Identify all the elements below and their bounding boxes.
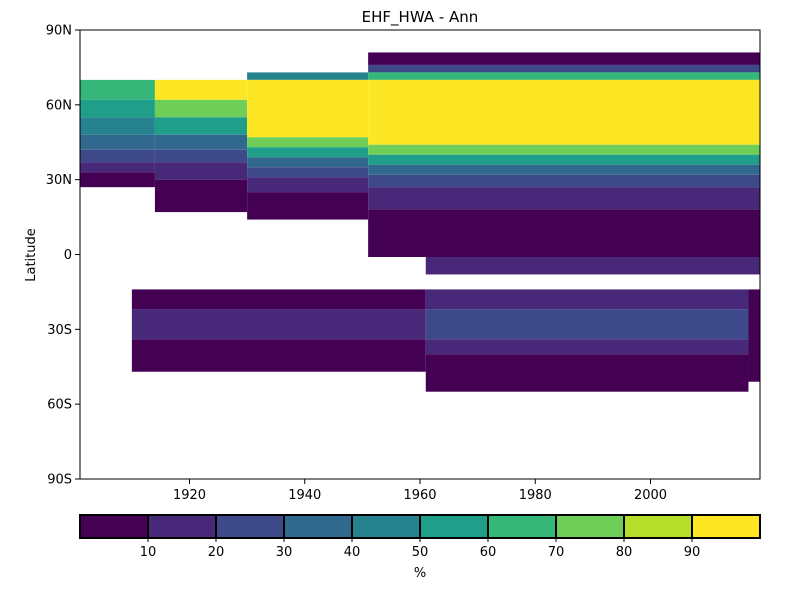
colorbar-tick-label: 60 <box>480 545 497 560</box>
colorbar-segment <box>487 514 557 539</box>
colorbar-segment <box>215 514 285 539</box>
x-tick-label: 1940 <box>288 488 321 503</box>
heatmap-cell <box>247 72 369 80</box>
colorbar-tick-label: 70 <box>548 545 565 560</box>
colorbar-segment <box>351 514 421 539</box>
heatmap-cell <box>368 52 760 65</box>
heatmap-cell <box>247 147 369 158</box>
heatmap-cell <box>80 162 155 173</box>
colorbar-tick-label: 80 <box>616 545 633 560</box>
heatmap-cell <box>131 289 426 310</box>
colorbar-segment <box>623 514 693 539</box>
colorbar: 10 20 30 40 50 60 70 80 90 <box>79 514 761 560</box>
heatmap-cell <box>247 192 369 220</box>
heatmap-cell <box>80 172 155 188</box>
heatmap-cell <box>154 162 248 180</box>
heatmap-cell <box>368 154 760 165</box>
colorbar-segment <box>555 514 625 539</box>
heatmap-cell <box>425 309 749 340</box>
colorbar-tick-label: 30 <box>276 545 293 560</box>
y-tick-label: 60N <box>46 98 72 113</box>
colorbar-segment <box>283 514 353 539</box>
heatmap-cell <box>247 137 369 148</box>
heatmap-cell <box>425 289 749 310</box>
y-tick-label: 60S <box>47 398 72 413</box>
heatmap-cell <box>368 64 760 73</box>
heatmap-cell <box>425 339 749 355</box>
heatmap-cell <box>247 157 369 168</box>
heatmap-cell <box>368 209 760 257</box>
heatmap-cell <box>247 79 369 138</box>
heatmap-cell <box>154 149 248 163</box>
chart-title: EHF_HWA - Ann <box>362 8 479 27</box>
colorbar-segment <box>691 514 761 539</box>
colorbar-tick-label: 40 <box>344 545 361 560</box>
heatmap-cell <box>368 174 760 188</box>
colorbar-tick-label: 20 <box>208 545 225 560</box>
y-tick-label: 30N <box>46 173 72 188</box>
x-tick-label: 1980 <box>519 488 552 503</box>
heatmap-cell <box>368 187 760 210</box>
heatmap-cell <box>368 144 760 155</box>
x-tick-label: 2000 <box>634 488 667 503</box>
colorbar-label: % <box>414 566 426 581</box>
heatmap-cell <box>748 289 760 382</box>
heatmap-cell <box>368 79 760 145</box>
y-tick-label: 0 <box>64 248 72 263</box>
colorbar-segment <box>79 514 149 539</box>
colorbar-segment <box>147 514 217 539</box>
y-tick-label: 90N <box>46 24 72 39</box>
heatmap-cell <box>368 72 760 80</box>
colorbar-tick-label: 90 <box>684 545 701 560</box>
heatmap-cell <box>80 134 155 150</box>
y-axis-label: Latitude <box>24 228 39 282</box>
heatmap-cell <box>154 179 248 213</box>
heatmap-cell <box>131 309 426 340</box>
axes: 1920 1940 1960 1980 2000 90N 60N 30N 0 30S 60S 90S <box>46 24 761 503</box>
heatmap-cell <box>80 79 155 100</box>
heatmap-cell <box>154 99 248 118</box>
heatmap-cell <box>247 177 369 193</box>
x-tick-label: 1920 <box>173 488 206 503</box>
heatmap-cell <box>154 117 248 135</box>
y-tick-label: 90S <box>47 473 72 488</box>
heatmap-cell <box>247 167 369 178</box>
heatmap-cell <box>80 149 155 163</box>
heatmap-cell <box>425 354 749 392</box>
heatmap-cell <box>80 117 155 135</box>
colorbar-tick-label: 50 <box>412 545 429 560</box>
heatmap-cell <box>154 79 248 100</box>
colorbar-segment <box>419 514 489 539</box>
heatmap-cell <box>131 339 426 372</box>
y-tick-label: 30S <box>47 323 72 338</box>
heatmap-cell <box>425 256 760 275</box>
colorbar-tick-label: 10 <box>140 545 157 560</box>
plot-area <box>80 52 760 392</box>
heatmap-cell <box>154 134 248 150</box>
heatmap-cell <box>80 99 155 118</box>
heatmap-cell <box>368 164 760 175</box>
x-tick-label: 1960 <box>403 488 436 503</box>
